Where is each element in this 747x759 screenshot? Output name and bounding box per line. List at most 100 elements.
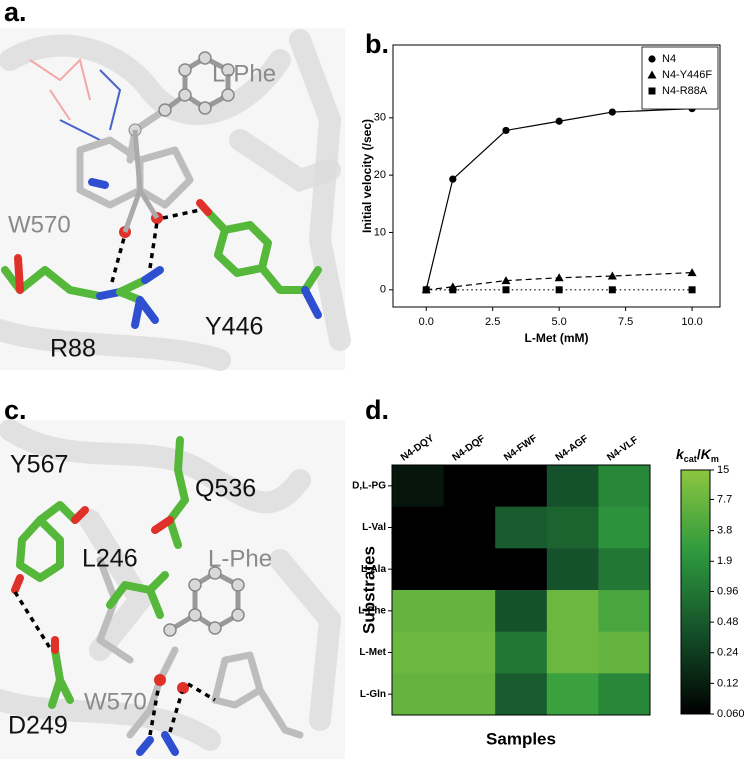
heatmap-cell [598,631,651,674]
colorbar [680,469,711,715]
data-point [607,271,617,280]
legend-marker [648,87,656,95]
heatmap-cell [546,673,599,716]
heatmap-cell [546,590,599,633]
colorbar-tick-label: 0.060 [717,708,745,720]
residue-label: Q536 [195,475,256,503]
data-point [449,175,457,183]
residue-label: L-Phe [212,60,276,87]
legend-marker [648,55,656,63]
ribbon [0,319,231,371]
heatmap-cell [443,673,496,716]
heatmap-cell [392,465,445,508]
residue-label: Y567 [10,451,68,479]
row-label: L-Val [362,522,386,533]
y-axis-label: Substrates [359,546,378,634]
colorbar-title-part: m [711,454,719,464]
residue-label: Y446 [205,313,263,341]
heatmap-cell [392,631,445,674]
gray-sticks [96,556,304,739]
heatmap-frame [391,464,651,716]
data-point [555,117,563,125]
residue-label: L246 [82,545,138,573]
x-tick-label: 0.0 [419,316,434,328]
colorbar-title-part: / [697,446,701,462]
row-label: D,L-PG [352,480,386,491]
data-point [555,286,563,294]
colorbar-tick-label: 7.7 [717,493,732,505]
heatmap-cell [546,631,599,674]
y-tick-label: 30 [374,112,386,124]
legend-label: N4-R88A [662,85,708,97]
faint-sticks [29,58,91,121]
data-point [608,108,616,116]
panel-label: c. [4,395,27,425]
hydrogen-bonds [110,208,201,283]
data-point [449,286,457,294]
heatmap-cell [546,465,599,508]
ribbon [0,419,311,514]
colorbar-tick-label: 1.9 [717,555,732,567]
colorbar-title-part: k [676,446,685,462]
y446-sticks [204,208,322,294]
legend-label: N4-Y446F [662,69,712,81]
phe-ball-stick [119,51,235,238]
oxygen [14,254,24,294]
column-label: N4-FWF [502,433,539,464]
oxygen [11,506,89,594]
column-label: N4-DQF [451,433,488,463]
x-tick-label: 5.0 [552,316,567,328]
legend-marker [647,70,657,79]
x-axis-label: L-Met (mM) [525,331,589,345]
heatmap-cell [443,506,496,549]
nitrogen [88,178,109,189]
y567-sticks [16,501,79,582]
heatmap-cell [495,673,548,716]
data-point [501,276,511,285]
heatmap-cell [443,590,496,633]
heatmap-cell [392,548,445,591]
y-tick-label: 20 [374,169,386,181]
heatmap-cell [495,465,548,508]
colorbar-tick-label: 0.24 [717,647,738,659]
heatmap-cell [392,590,445,633]
heatmap-cell [495,548,548,591]
heatmap-cell [598,548,651,591]
ribbon [0,34,291,125]
heatmap-cell [495,590,548,633]
column-label: N4-DQY [399,433,437,464]
y-axis-label: Initial velocity (/sec) [360,119,374,233]
colorbar-title: kcat/Km [676,446,719,465]
heatmap-cell [546,506,599,549]
data-point [687,268,697,277]
colorbar-tick-label: 0.12 [717,677,738,689]
x-tick-label: 2.5 [485,316,500,328]
oxygen [196,199,212,216]
panel-label: a. [4,0,27,27]
data-point [502,286,510,294]
ribbon [269,549,342,731]
r88-sticks [1,266,104,300]
column-label: N4-AGF [554,433,591,463]
ribbon [229,129,341,193]
q536-sticks [166,436,189,549]
row-label: L-Met [359,647,386,658]
plot-frame [392,44,721,308]
faint-sticks [59,69,122,141]
nitrogen [301,286,322,319]
heatmap-cell [443,548,496,591]
residue-label: W570 [84,688,147,715]
data-point [554,273,564,282]
heatmap-cell [598,506,651,549]
y-tick-label: 0 [380,284,386,296]
x-axis-label: Samples [486,729,556,748]
colorbar-tick-label: 0.96 [717,585,738,597]
nitrogen [131,266,164,329]
x-tick-label: 10.0 [681,316,702,328]
heatmap-cell [495,506,548,549]
row-label: L-Gln [360,689,386,700]
colorbar-title-part: K [701,446,712,462]
row-label: L-Ala [361,564,386,575]
